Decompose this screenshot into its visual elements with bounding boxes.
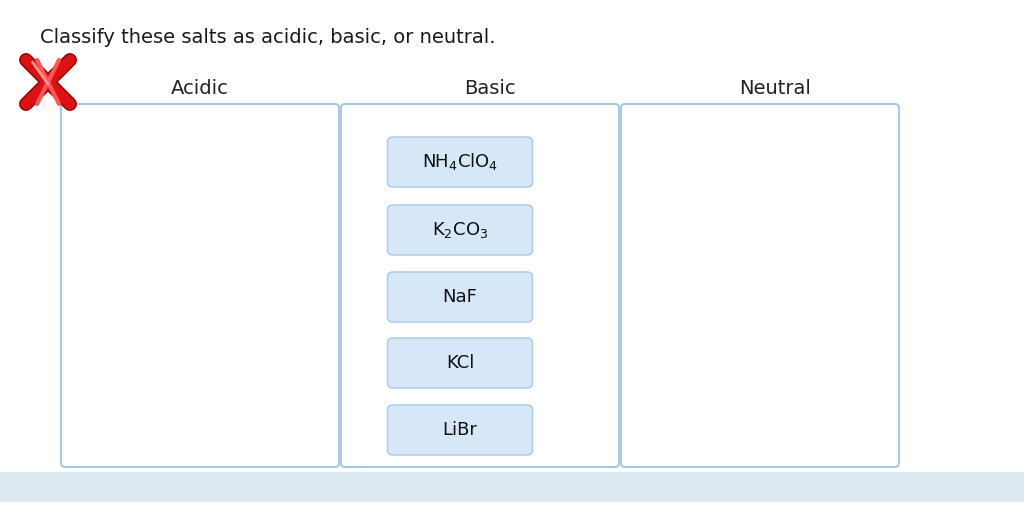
Text: Classify these salts as acidic, basic, or neutral.: Classify these salts as acidic, basic, o… (40, 28, 496, 47)
FancyBboxPatch shape (341, 104, 618, 467)
FancyBboxPatch shape (387, 205, 532, 255)
Text: LiBr: LiBr (442, 421, 477, 439)
Text: Neutral: Neutral (739, 78, 811, 97)
Text: NH$_4$ClO$_4$: NH$_4$ClO$_4$ (422, 151, 498, 173)
FancyBboxPatch shape (387, 405, 532, 455)
Text: NaF: NaF (442, 288, 477, 306)
Text: Basic: Basic (464, 78, 516, 97)
Text: KCl: KCl (445, 354, 474, 372)
FancyBboxPatch shape (387, 272, 532, 322)
Text: K$_2$CO$_3$: K$_2$CO$_3$ (432, 220, 488, 240)
Text: Acidic: Acidic (171, 78, 229, 97)
FancyBboxPatch shape (387, 338, 532, 388)
FancyBboxPatch shape (61, 104, 339, 467)
Bar (0, 472, 1024, 502)
FancyBboxPatch shape (621, 104, 899, 467)
FancyBboxPatch shape (387, 137, 532, 187)
